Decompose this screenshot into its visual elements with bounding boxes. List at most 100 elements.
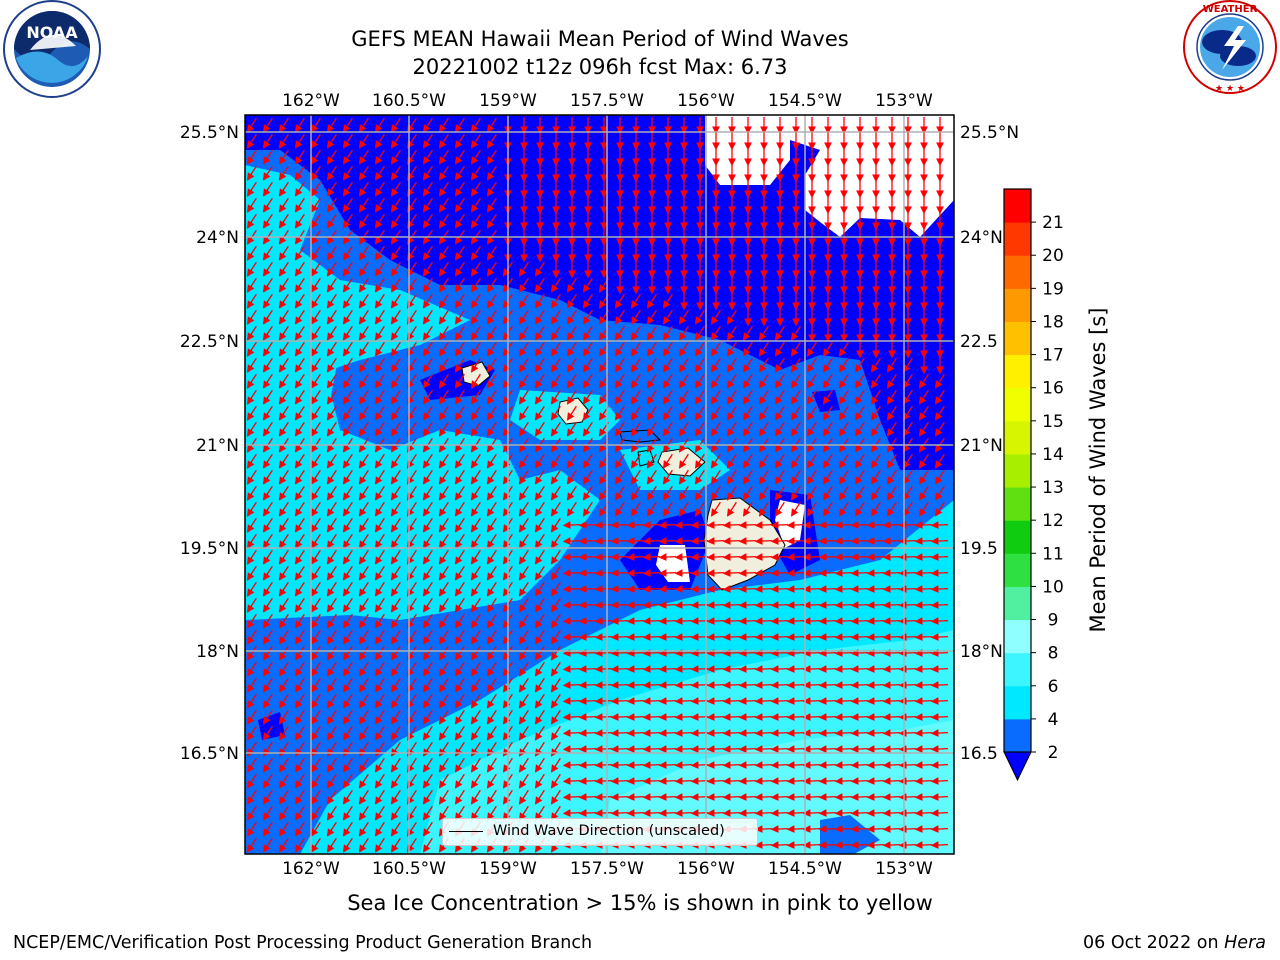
- wave-direction-arrow: [770, 537, 789, 545]
- wave-direction-arrow: [294, 341, 305, 357]
- wave-direction-arrow: [390, 293, 401, 309]
- lon-tick-top: 157.5°W: [570, 91, 644, 111]
- wave-direction-arrow: [738, 777, 757, 785]
- wave-direction-arrow: [262, 165, 273, 181]
- wave-direction-arrow: [438, 453, 449, 469]
- wave-direction-arrow: [754, 617, 773, 625]
- wave-direction-arrow: [758, 341, 769, 357]
- wave-direction-arrow: [630, 469, 641, 485]
- wave-direction-arrow: [770, 553, 789, 561]
- wave-direction-arrow: [626, 777, 645, 785]
- wave-direction-arrow: [770, 729, 789, 737]
- wave-direction-arrow: [930, 729, 949, 737]
- wave-direction-arrow: [562, 521, 581, 529]
- wave-direction-arrow: [594, 681, 613, 689]
- wave-direction-arrow: [470, 485, 481, 501]
- wave-direction-arrow: [886, 421, 897, 437]
- wave-direction-arrow: [770, 777, 789, 785]
- wave-direction-arrow: [726, 453, 737, 469]
- wave-direction-arrow: [594, 809, 613, 817]
- wave-direction-arrow: [786, 745, 805, 753]
- wave-direction-arrow: [358, 133, 369, 149]
- wave-direction-arrow: [470, 149, 481, 165]
- wave-direction-arrow: [390, 325, 401, 341]
- wave-direction-arrow: [834, 649, 853, 657]
- wave-direction-arrow: [818, 777, 837, 785]
- wave-direction-arrow: [930, 809, 949, 817]
- wave-direction-arrow: [834, 761, 853, 769]
- wave-direction-arrow: [642, 713, 661, 721]
- wave-direction-arrow: [882, 761, 901, 769]
- wave-direction-arrow: [838, 421, 849, 437]
- lat-tick-left: 21°N: [196, 436, 239, 456]
- lon-tick-bottom: 154.5°W: [768, 859, 842, 879]
- wave-direction-arrow: [786, 681, 805, 689]
- wave-direction-arrow: [674, 569, 693, 577]
- wave-direction-arrow: [578, 537, 597, 545]
- wave-direction-arrow: [738, 745, 757, 753]
- wave-direction-arrow: [390, 357, 401, 373]
- wave-direction-arrow: [786, 713, 805, 721]
- wave-direction-arrow: [562, 617, 581, 625]
- wave-direction-arrow: [294, 325, 305, 341]
- wave-direction-arrow: [294, 261, 305, 277]
- wave-direction-arrow: [646, 421, 657, 437]
- colorbar-tick-label: 2: [1048, 743, 1059, 763]
- wave-direction-arrow: [706, 809, 725, 817]
- wave-direction-arrow: [470, 357, 481, 373]
- wave-direction-arrow: [614, 405, 625, 421]
- wave-direction-arrow: [866, 809, 885, 817]
- wave-direction-arrow: [882, 521, 901, 529]
- wave-direction-arrow: [358, 357, 369, 373]
- wave-direction-arrow: [610, 761, 629, 769]
- wave-direction-arrow: [578, 777, 597, 785]
- wave-direction-arrow: [886, 469, 897, 485]
- wave-direction-arrow: [918, 405, 929, 421]
- wave-direction-arrow: [642, 585, 661, 593]
- wave-direction-arrow: [594, 665, 613, 673]
- wave-direction-arrow: [758, 405, 769, 421]
- wave-direction-arrow: [694, 373, 705, 389]
- wave-direction-arrow: [470, 421, 481, 437]
- wave-direction-arrow: [774, 357, 785, 373]
- wave-direction-arrow: [310, 389, 321, 405]
- wave-direction-arrow: [342, 405, 353, 421]
- wave-direction-arrow: [550, 309, 561, 325]
- wave-direction-arrow: [294, 469, 305, 485]
- wave-direction-arrow: [342, 485, 353, 501]
- wave-direction-arrow: [246, 405, 257, 421]
- wave-direction-arrow: [262, 309, 273, 325]
- wave-direction-arrow: [646, 453, 657, 469]
- wave-direction-arrow: [882, 601, 901, 609]
- wave-direction-arrow: [342, 469, 353, 485]
- legend: Wind Wave Direction (unscaled): [442, 818, 758, 846]
- wave-direction-arrow: [726, 325, 737, 341]
- wave-direction-arrow: [662, 405, 673, 421]
- wave-direction-arrow: [902, 389, 913, 405]
- wave-direction-arrow: [898, 697, 917, 705]
- wave-direction-arrow: [818, 729, 837, 737]
- wave-direction-arrow: [342, 181, 353, 197]
- lat-tick-right: 24°N: [960, 228, 1003, 248]
- lon-tick-bottom: 157.5°W: [570, 859, 644, 879]
- wave-direction-arrow: [374, 133, 385, 149]
- wave-direction-arrow: [678, 405, 689, 421]
- wave-direction-arrow: [438, 245, 449, 261]
- wave-direction-arrow: [358, 197, 369, 213]
- wave-direction-arrow: [534, 261, 545, 277]
- wave-direction-arrow: [738, 585, 757, 593]
- wave-direction-arrow: [390, 277, 401, 293]
- wave-direction-arrow: [262, 485, 273, 501]
- wave-direction-arrow: [726, 389, 737, 405]
- wave-direction-arrow: [374, 149, 385, 165]
- wave-direction-arrow: [694, 309, 705, 325]
- lat-tick-right: 16.5: [960, 744, 998, 764]
- wave-direction-arrow: [822, 357, 833, 373]
- wave-direction-arrow: [326, 453, 337, 469]
- wave-direction-arrow: [898, 601, 917, 609]
- wave-direction-arrow: [850, 617, 869, 625]
- wave-direction-arrow: [246, 309, 257, 325]
- wave-direction-arrow: [626, 601, 645, 609]
- wave-direction-arrow: [326, 181, 337, 197]
- wave-direction-arrow: [790, 341, 801, 357]
